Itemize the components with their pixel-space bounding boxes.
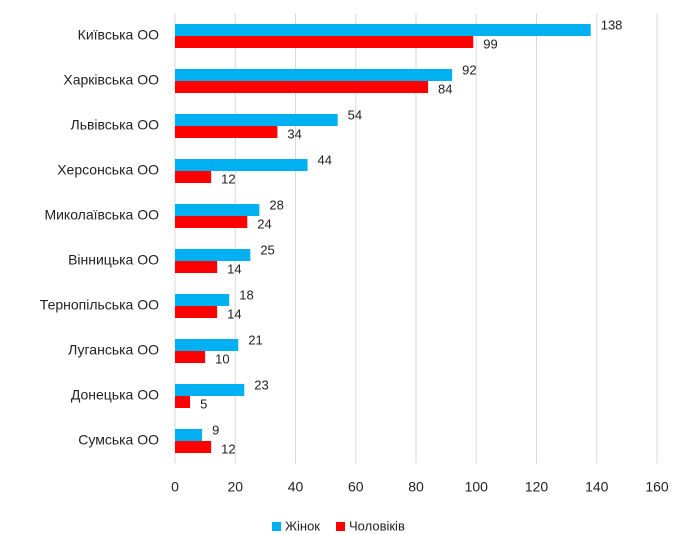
data-label: 18: [239, 287, 253, 302]
data-label: 99: [483, 36, 497, 51]
data-label: 12: [221, 171, 235, 186]
bar: [175, 429, 203, 441]
data-label: 25: [260, 242, 274, 257]
x-tick-label: 100: [465, 479, 489, 495]
y-tick-label: Луганська ОО: [68, 342, 159, 358]
bar: [175, 384, 245, 396]
y-tick-label: Тернопільська ОО: [40, 297, 159, 313]
bar: [175, 261, 218, 273]
bar: [175, 306, 218, 318]
x-tick-label: 80: [408, 479, 424, 495]
bar: [175, 24, 591, 36]
bar: [175, 171, 212, 183]
data-label: 92: [462, 62, 476, 77]
legend-label: Жінок: [285, 518, 320, 533]
y-tick-label: Харківська ОО: [63, 72, 159, 88]
data-label: 21: [248, 332, 262, 347]
bar: [175, 216, 248, 228]
bar: [175, 351, 206, 363]
bar: [175, 69, 453, 81]
bar: [175, 294, 230, 306]
data-label: 138: [601, 17, 623, 32]
y-tick-label: Київська ОО: [78, 27, 159, 43]
legend-swatch: [272, 522, 281, 531]
data-label: 14: [227, 306, 241, 321]
bar: [175, 114, 338, 126]
bar: [175, 396, 191, 408]
y-tick-label: Херсонська ОО: [57, 162, 159, 178]
data-label: 23: [254, 377, 268, 392]
data-label: 44: [318, 152, 332, 167]
data-label: 10: [215, 351, 229, 366]
x-tick-label: 20: [227, 479, 243, 495]
legend-swatch: [336, 522, 345, 531]
data-label: 84: [438, 81, 452, 96]
y-tick-label: Донецька ОО: [71, 387, 159, 403]
x-tick-label: 0: [171, 479, 179, 495]
data-label: 28: [269, 197, 283, 212]
bar: [175, 81, 429, 93]
y-tick-label: Сумська ОО: [78, 432, 159, 448]
data-label: 9: [212, 422, 219, 437]
bar: [175, 159, 308, 171]
bar: [175, 204, 260, 216]
x-tick-label: 160: [645, 479, 669, 495]
data-label: 5: [200, 396, 207, 411]
data-label: 54: [348, 107, 362, 122]
bar: [175, 441, 212, 453]
bar: [175, 249, 251, 261]
bar: [175, 36, 474, 48]
data-label: 14: [227, 261, 241, 276]
y-tick-label: Миколаївська ОО: [44, 207, 159, 223]
y-tick-label: Вінницька ОО: [68, 252, 159, 268]
data-label: 24: [257, 216, 271, 231]
x-tick-label: 60: [348, 479, 364, 495]
x-tick-label: 140: [585, 479, 609, 495]
x-tick-label: 40: [288, 479, 304, 495]
legend-label: Чоловіків: [349, 518, 405, 533]
x-tick-label: 120: [525, 479, 549, 495]
bar: [175, 339, 239, 351]
y-tick-label: Львівська ОО: [71, 117, 160, 133]
bar: [175, 126, 278, 138]
data-label: 12: [221, 441, 235, 456]
data-label: 34: [287, 126, 301, 141]
